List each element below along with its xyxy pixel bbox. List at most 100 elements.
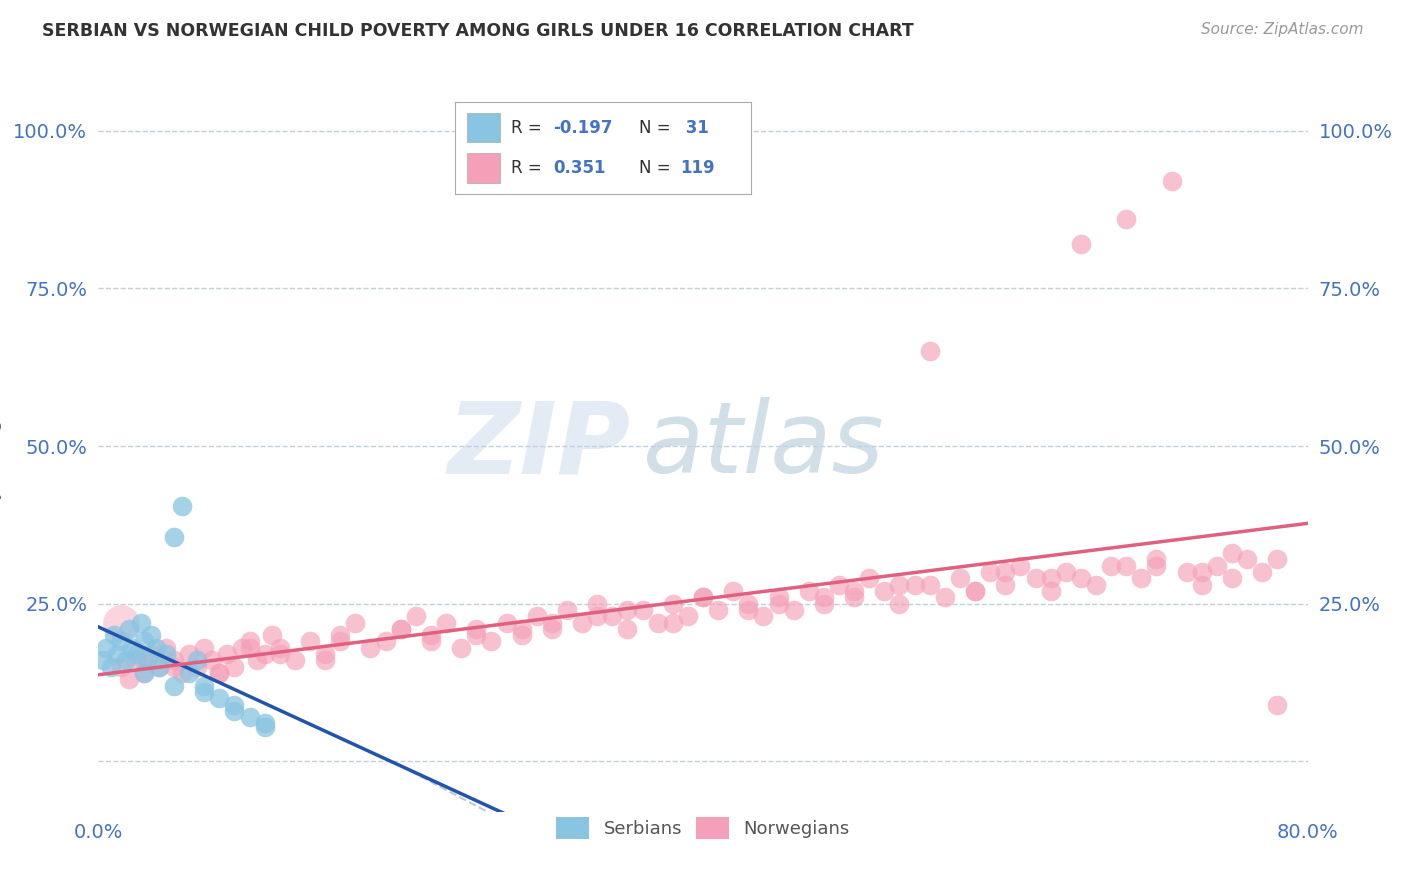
Point [193, 685, 215, 699]
Point [405, 609, 427, 624]
Point [125, 647, 148, 661]
Point [616, 622, 638, 636]
Point [132, 665, 155, 680]
Point [329, 628, 352, 642]
Point [1146, 558, 1168, 573]
Point [110, 659, 132, 673]
Point [434, 615, 457, 630]
Point [918, 344, 941, 359]
Point [163, 530, 186, 544]
Point [994, 578, 1017, 592]
Point [284, 653, 307, 667]
Point [661, 597, 683, 611]
Point [253, 647, 276, 661]
Point [737, 597, 759, 611]
Point [141, 647, 163, 661]
Point [253, 720, 276, 734]
Point [91, 653, 114, 667]
Point [1146, 552, 1168, 566]
Point [828, 578, 851, 592]
Point [262, 628, 284, 642]
Point [1054, 565, 1077, 579]
Point [934, 591, 956, 605]
Point [163, 659, 186, 673]
Point [661, 615, 683, 630]
Point [121, 640, 143, 655]
Point [723, 584, 745, 599]
Text: atlas: atlas [643, 398, 884, 494]
Point [420, 634, 443, 648]
Point [1251, 565, 1274, 579]
Point [602, 609, 624, 624]
Point [132, 653, 155, 667]
Point [465, 622, 488, 636]
Point [495, 615, 517, 630]
Point [1267, 552, 1289, 566]
Point [540, 622, 562, 636]
Point [1160, 174, 1182, 188]
Point [1191, 578, 1213, 592]
Point [269, 640, 291, 655]
Point [616, 603, 638, 617]
Point [269, 647, 291, 661]
Point [571, 615, 593, 630]
Point [1175, 565, 1198, 579]
Point [858, 571, 880, 585]
Point [246, 653, 269, 667]
Point [389, 622, 412, 636]
Point [103, 628, 125, 642]
Point [125, 653, 148, 667]
Point [215, 647, 238, 661]
Text: SERBIAN VS NORWEGIAN CHILD POVERTY AMONG GIRLS UNDER 16 CORRELATION CHART: SERBIAN VS NORWEGIAN CHILD POVERTY AMONG… [42, 22, 914, 40]
Point [314, 653, 336, 667]
Point [692, 591, 714, 605]
Point [994, 565, 1017, 579]
Point [314, 647, 336, 661]
Point [389, 622, 412, 636]
Legend: Serbians, Norwegians: Serbians, Norwegians [550, 810, 856, 847]
Point [904, 578, 927, 592]
Point [110, 615, 132, 630]
Point [1070, 237, 1092, 252]
Point [224, 659, 246, 673]
Point [329, 634, 352, 648]
Point [586, 609, 609, 624]
Point [1010, 558, 1032, 573]
Point [813, 591, 835, 605]
Point [1039, 571, 1062, 585]
Point [179, 665, 201, 680]
Point [135, 653, 157, 667]
Point [193, 679, 215, 693]
Point [918, 578, 941, 592]
Point [148, 659, 170, 673]
Point [208, 691, 231, 706]
Point [783, 603, 806, 617]
Point [374, 634, 396, 648]
Point [752, 609, 775, 624]
Point [889, 597, 911, 611]
Point [114, 653, 136, 667]
Point [889, 578, 911, 592]
Point [768, 591, 790, 605]
Point [1024, 571, 1046, 585]
Point [631, 603, 654, 617]
Point [170, 665, 193, 680]
Point [155, 640, 177, 655]
Point [224, 698, 246, 712]
Point [949, 571, 972, 585]
Text: Source: ZipAtlas.com: Source: ZipAtlas.com [1201, 22, 1364, 37]
Point [844, 591, 866, 605]
Point [1115, 558, 1137, 573]
Point [163, 653, 186, 667]
Point [105, 647, 128, 661]
Point [179, 647, 201, 661]
Point [299, 634, 322, 648]
Point [813, 597, 835, 611]
Point [873, 584, 896, 599]
Point [231, 640, 253, 655]
Point [676, 609, 699, 624]
Point [737, 603, 759, 617]
Point [1220, 546, 1243, 560]
Point [94, 640, 117, 655]
Point [1206, 558, 1229, 573]
